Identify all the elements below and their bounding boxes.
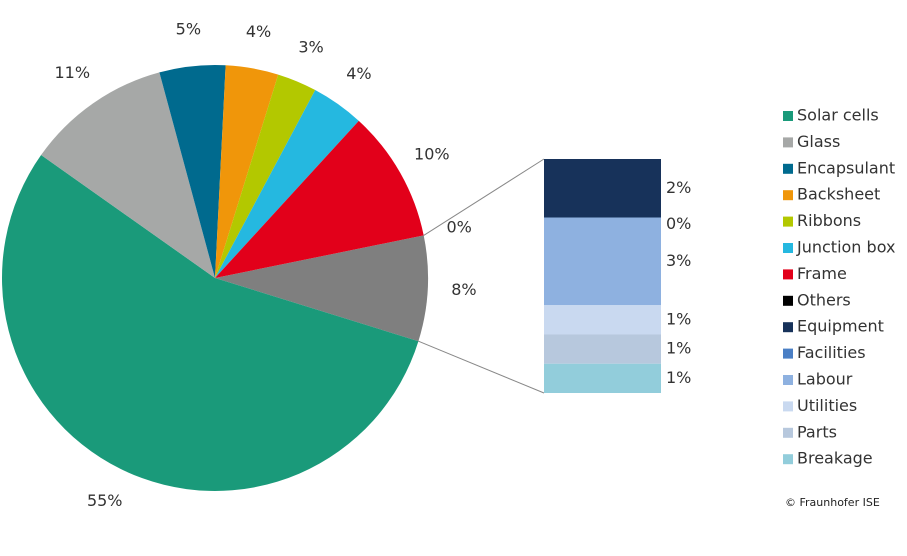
data-label: 0% <box>446 218 471 237</box>
data-label: 4% <box>346 64 371 83</box>
pie-slice <box>1 155 419 491</box>
legend-marker <box>783 322 793 333</box>
pie-slice <box>215 74 316 278</box>
legend-label: Facilities <box>797 343 866 362</box>
legend-label: Backsheet <box>797 185 880 204</box>
legend-label: Equipment <box>797 317 884 336</box>
legend-marker <box>783 348 793 359</box>
legend-label: Breakage <box>797 449 873 468</box>
connector <box>423 158 545 236</box>
bar-segment <box>544 159 661 218</box>
legend-label: Parts <box>797 422 837 441</box>
legend-marker <box>783 216 793 227</box>
legend-marker <box>783 375 793 385</box>
legend-marker <box>783 454 793 465</box>
legend-marker <box>783 137 793 148</box>
legend-label: Glass <box>797 132 840 151</box>
pie-slice <box>215 235 428 342</box>
legend-marker <box>783 269 793 280</box>
legend-label: Junction box <box>796 238 895 257</box>
legend-label: Solar cells <box>797 106 879 125</box>
bar-segment <box>544 334 661 364</box>
data-label: 10% <box>414 145 450 164</box>
data-label: 1% <box>666 368 691 387</box>
bar-segment <box>544 305 661 335</box>
data-label: 55% <box>87 491 123 510</box>
credit: © Fraunhofer ISE <box>785 496 880 509</box>
data-label: 1% <box>666 309 691 328</box>
connector <box>418 340 545 394</box>
data-label: 11% <box>55 63 91 82</box>
legend-label: Labour <box>797 370 853 389</box>
legend-marker <box>783 190 793 201</box>
pie-slice <box>159 65 226 279</box>
bar-segment <box>544 363 661 393</box>
pie-slice <box>41 72 216 279</box>
data-label: 0% <box>666 214 691 233</box>
legend-marker <box>783 111 793 121</box>
data-label: 2% <box>666 178 691 197</box>
pie-slice <box>215 120 424 278</box>
legend-label: Utilities <box>797 396 857 415</box>
pie-slice <box>215 65 279 278</box>
legend-label: Frame <box>797 264 847 283</box>
data-label: 4% <box>246 22 271 41</box>
bar-segment <box>544 217 661 306</box>
data-label: 1% <box>666 339 691 358</box>
legend-label: Encapsulant <box>797 158 895 177</box>
data-label: 5% <box>176 20 201 39</box>
legend-marker <box>783 243 793 253</box>
data-label: 3% <box>666 251 691 270</box>
legend-marker <box>783 427 793 438</box>
data-label: 3% <box>298 38 323 57</box>
legend-label: Others <box>797 290 851 309</box>
legend-marker <box>783 163 793 174</box>
legend-marker <box>783 295 793 306</box>
pie-slice <box>215 90 359 279</box>
legend-marker <box>783 401 793 412</box>
data-label: 8% <box>451 280 476 299</box>
legend-label: Ribbons <box>797 211 861 230</box>
